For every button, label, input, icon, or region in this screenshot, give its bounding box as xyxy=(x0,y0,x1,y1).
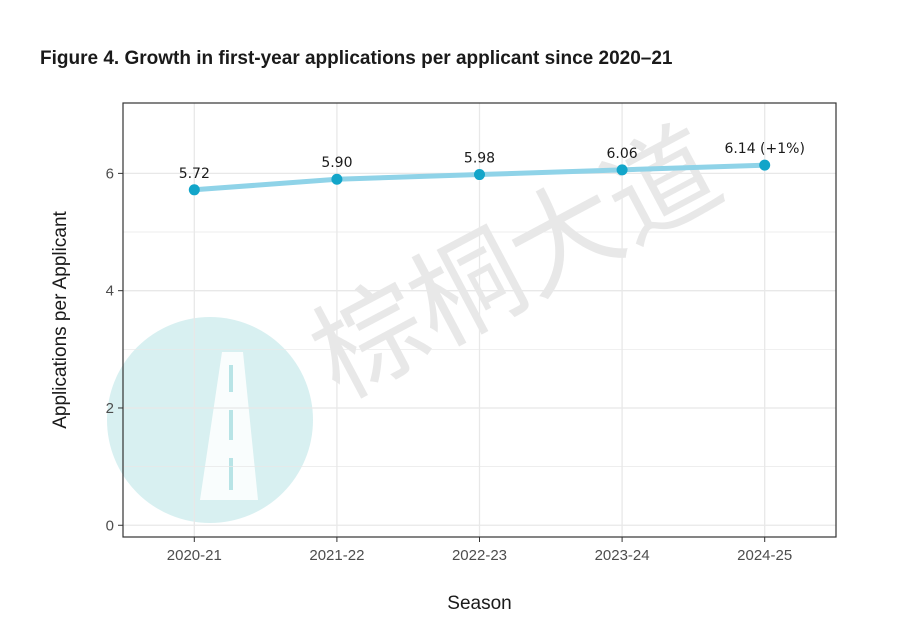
x-tick-label: 2022-23 xyxy=(452,547,507,564)
y-tick-label: 0 xyxy=(106,517,114,534)
data-point xyxy=(474,169,485,181)
y-tick-label: 6 xyxy=(106,165,114,182)
data-point xyxy=(188,184,200,196)
road-circle-logo-icon xyxy=(107,317,313,523)
y-axis: 0 2 4 6 xyxy=(106,165,123,534)
data-label: 5.72 xyxy=(179,166,210,182)
figure-title: Figure 4. Growth in first-year applicati… xyxy=(40,48,673,69)
x-tick-label: 2020-21 xyxy=(167,547,222,564)
y-axis-title: Applications per Applicant xyxy=(50,210,71,428)
watermark-logo-circle xyxy=(107,317,313,523)
x-axis-title: Season xyxy=(447,593,511,614)
series-layer xyxy=(188,159,771,196)
x-axis: 2020-21 2021-22 2022-23 2023-24 2024-25 xyxy=(167,537,792,564)
data-label: 5.98 xyxy=(464,151,495,167)
data-label: 6.14 (+1%) xyxy=(724,141,805,157)
y-tick-label: 2 xyxy=(106,400,114,417)
data-label: 6.06 xyxy=(607,146,638,162)
watermark-text: 棕桐大道 xyxy=(292,103,741,423)
data-labels: 5.72 5.90 5.98 6.06 6.14 (+1%) xyxy=(179,141,805,182)
x-tick-label: 2023-24 xyxy=(595,547,650,564)
data-point xyxy=(759,159,771,171)
y-tick-label: 4 xyxy=(106,283,114,300)
x-tick-label: 2021-22 xyxy=(309,547,364,564)
data-point xyxy=(616,164,628,176)
major-gridlines xyxy=(123,103,836,537)
x-tick-label: 2024-25 xyxy=(737,547,792,564)
data-point xyxy=(331,173,343,185)
data-label: 5.90 xyxy=(321,155,352,171)
